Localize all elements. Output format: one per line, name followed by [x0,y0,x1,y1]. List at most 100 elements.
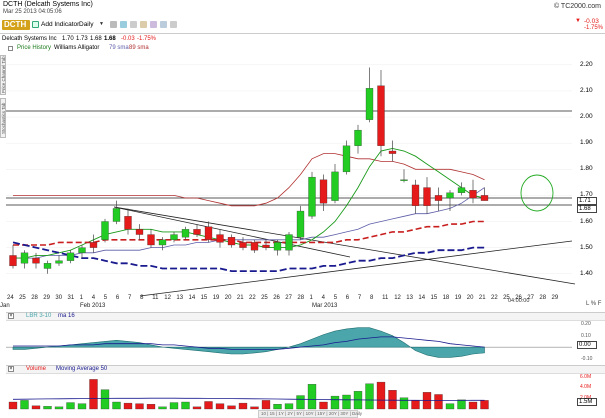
x-tick-label: 21 [236,295,244,301]
x-tick-label: 31 [67,295,75,301]
change-abs: -0.03 [584,18,599,25]
x-tick-label: 27 [285,295,292,301]
lbr-label[interactable]: LBR 3-10 [26,313,52,319]
x-tick-label: 28 [31,295,38,301]
candle [193,224,201,238]
candle-body [469,190,477,199]
bottom-toolbar[interactable]: 10 | 15 | 1Y | 2Y | 5Y | 10Y | 15Y | 20Y… [258,410,362,418]
y-tick-label: 1.90 [580,139,593,147]
layout-icon[interactable] [150,21,157,28]
legend-sma89[interactable]: 89 sma [129,45,149,51]
candle [400,169,408,183]
legend-alligator[interactable]: Williams Alligator [54,45,100,51]
candle [250,239,259,253]
link-icon[interactable] [160,21,167,28]
quote-high: 1.73 [76,36,88,42]
x-tick-label: 5 [333,295,338,301]
volume-bar [445,403,455,410]
volume-ma-label[interactable]: Moving Average 50 [56,366,108,372]
change-pct: -1.75% [584,25,604,31]
x-tick-label: 14 [418,295,426,301]
zoom-icon[interactable] [120,21,127,28]
volume-bar [169,402,179,410]
candle-body [20,252,29,264]
candle [55,255,63,266]
settings-icon[interactable] [110,21,117,28]
candle-body [43,263,52,269]
volume-bar [480,400,489,410]
volume-bar [399,397,409,410]
lbr-value-box: 0.00 [577,341,597,349]
x-month-label: Jan [0,303,10,309]
y-tick-label: 1.50 [580,243,593,251]
lbr-value: 0.00 [579,342,591,348]
candle [43,260,52,274]
quote-open: 1.70 [62,36,74,42]
chart-datetime: Mar 25 2013 04:05:06 [3,9,62,15]
lbr-tick-label: 0.20 [581,321,591,328]
trendline-downtrend [113,206,576,285]
legend-sma79[interactable]: 79 sma [109,45,129,51]
x-tick-label: 15 [200,295,208,301]
volume-bar [330,395,340,410]
candle [78,245,86,259]
volume-bar [250,406,259,410]
title-bar: DCTH (Delcath Systems Inc) Mar 25 2013 0… [0,0,605,16]
legend-toggle-icon[interactable] [8,46,13,51]
volume-bar [342,394,351,410]
candle-body [434,195,443,201]
x-tick-label: 8 [370,295,374,301]
candle-body [354,129,362,146]
x-tick-label: 25 [503,295,510,301]
timeframe-select[interactable]: Daily ▼ [79,20,107,30]
volume-bar [31,405,41,410]
volume-bar [77,403,87,410]
x-tick-label: 28 [539,295,547,301]
x-tick-label: 7 [357,295,362,301]
y-tick-label: 1.70 [580,191,593,199]
toolbar-icons[interactable] [110,21,180,29]
volume-tick-label: 4.0M [580,384,592,391]
candle [101,218,109,243]
y-tick-label: 1.60 [580,217,593,225]
x-tick-label: 6 [345,295,350,301]
volume-bar [284,403,294,410]
x-tick-label: 24 [7,295,14,301]
volume-value: 1.5M [579,399,593,405]
candle-layer [9,67,489,274]
chart-title: DCTH (Delcath Systems Inc) [3,1,93,8]
candle [434,187,443,212]
x-tick-label: 25 [261,295,268,301]
lbr-ma-label[interactable]: ma 16 [58,313,75,319]
volume-close-icon[interactable]: × [8,366,14,372]
x-tick-label: 1 [79,295,83,301]
lbr-area [12,327,485,358]
candle-body [331,171,339,201]
moving-average-layer [12,147,485,273]
toolbar-top-right[interactable]: L % F [586,301,602,307]
volume-bar [273,404,282,410]
print-icon[interactable] [130,21,137,28]
x-tick-label: 22 [249,295,256,301]
add-indicator-button[interactable]: Add Indicator [32,20,79,30]
price-legend: Price History Williams Alligator 79 sma … [8,44,308,53]
symbol-badge[interactable]: DCTH [2,20,30,30]
volume-bar [192,406,202,410]
candle-body [239,242,247,248]
candle-body [457,187,466,193]
legend-price-history[interactable]: Price History [17,45,52,51]
candle [319,174,328,212]
volume-bar [376,381,386,410]
lbr-close-icon[interactable]: × [8,313,14,319]
candle-body [308,176,316,217]
x-tick-label: 8 [140,295,144,301]
candle-body [411,184,420,206]
candle [308,171,316,219]
volume-label[interactable]: Volume [26,366,47,372]
x-tick-label: 27 [527,295,534,301]
time-label: 04:00:00 [508,298,530,304]
draw-icon[interactable] [140,21,147,28]
volume-bar [457,399,466,410]
grid-icon[interactable] [170,21,177,28]
